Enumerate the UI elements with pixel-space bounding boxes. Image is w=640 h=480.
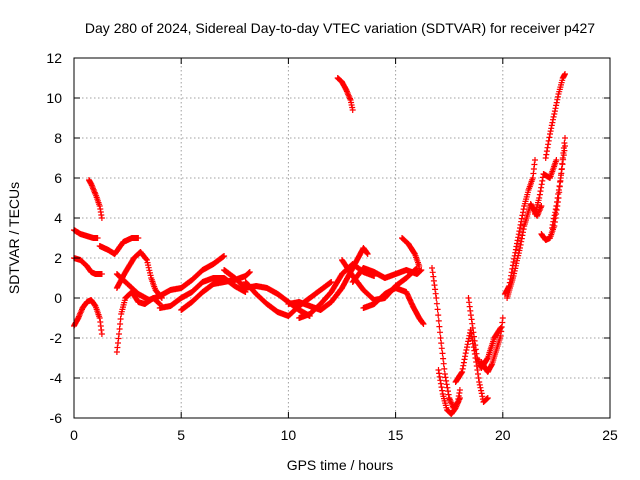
plot-points — [71, 71, 568, 417]
series-arc-16 — [349, 265, 425, 285]
data-points — [360, 285, 427, 327]
data-points — [478, 315, 506, 375]
grid-lines — [74, 58, 610, 418]
data-points — [334, 75, 356, 113]
y-tick-label: 4 — [54, 210, 62, 226]
data-points — [542, 71, 568, 161]
series-arc-18 — [399, 235, 423, 269]
data-points — [86, 177, 105, 221]
series-arc-21 — [435, 367, 463, 417]
y-tick-label: 2 — [54, 250, 62, 266]
data-points — [113, 253, 228, 303]
series-arc-3 — [71, 297, 105, 337]
x-axis-label: GPS time / hours — [287, 457, 394, 473]
y-tick-label: 10 — [46, 90, 62, 106]
data-points — [349, 265, 425, 285]
series-arc-30 — [549, 143, 568, 231]
y-tick-labels: -6 -4 -2 0 2 4 6 8 10 12 — [46, 50, 62, 426]
data-points — [452, 327, 491, 405]
x-tick-label: 20 — [495, 427, 511, 443]
data-points — [71, 227, 101, 241]
y-axis-label: SDTVAR / TECUs — [6, 182, 22, 294]
x-tick-label: 5 — [177, 427, 185, 443]
data-points — [504, 201, 545, 301]
series-arc-22 — [452, 327, 491, 405]
series-arc-27 — [532, 157, 560, 217]
y-tick-label: -2 — [50, 330, 63, 346]
y-tick-label: 12 — [46, 50, 62, 66]
x-tick-label: 15 — [388, 427, 404, 443]
y-tick-label: -4 — [50, 370, 63, 386]
x-tick-label: 10 — [281, 427, 297, 443]
y-tick-label: -6 — [50, 410, 63, 426]
series-arc-8 — [113, 253, 228, 303]
x-tick-labels: 0 5 10 15 20 25 — [70, 427, 618, 443]
series-arc-5 — [96, 235, 142, 257]
axis-ticks — [73, 57, 611, 419]
data-points — [221, 267, 313, 319]
x-tick-label: 25 — [602, 427, 618, 443]
series-arc-11 — [221, 267, 313, 319]
series-arc-24 — [478, 315, 506, 375]
chart-title: Day 280 of 2024, Sidereal Day-to-day VTE… — [85, 20, 595, 36]
series-arc-17 — [360, 285, 427, 327]
data-points — [532, 157, 560, 217]
x-tick-label: 0 — [70, 427, 78, 443]
data-points — [71, 297, 105, 337]
series-arc-19 — [334, 75, 356, 113]
y-tick-label: 8 — [54, 130, 62, 146]
data-points — [435, 367, 463, 417]
data-points — [549, 143, 568, 231]
series-arc-4 — [86, 177, 105, 221]
series-arc-26 — [504, 201, 545, 301]
y-tick-label: 6 — [54, 170, 62, 186]
data-points — [399, 235, 423, 269]
plot-frame — [73, 57, 611, 419]
series-arc-29 — [542, 71, 568, 161]
y-tick-label: 0 — [54, 290, 62, 306]
data-points — [96, 235, 142, 257]
series-arc-1 — [71, 227, 101, 241]
